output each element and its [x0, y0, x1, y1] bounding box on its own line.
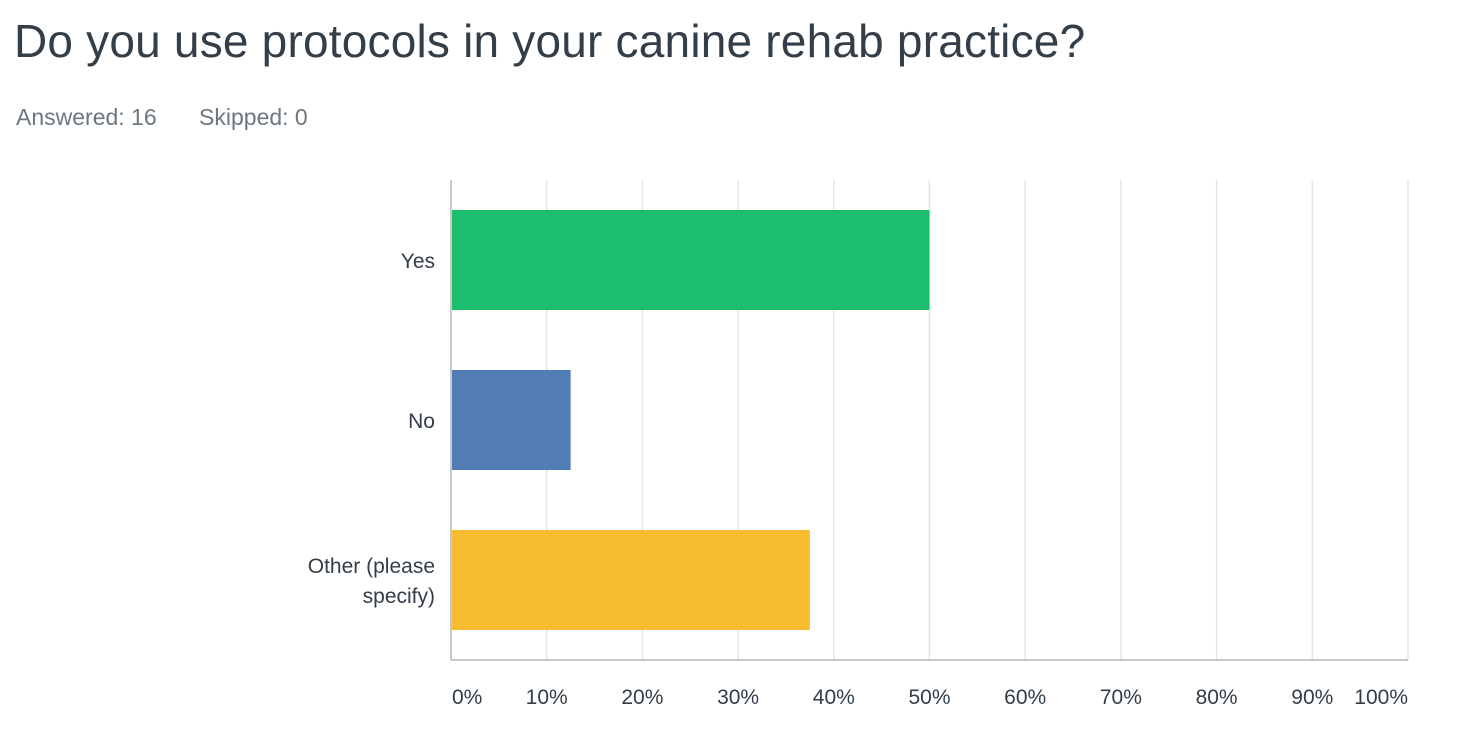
bar	[452, 210, 930, 310]
category-label: No	[408, 410, 435, 433]
tick-label: 40%	[813, 686, 855, 709]
skipped-count: Skipped: 0	[199, 104, 308, 130]
category-label: Yes	[401, 250, 435, 273]
bar	[452, 530, 810, 630]
tick-label: 30%	[717, 686, 759, 709]
tick-labels: 0% 10% 20% 30% 40% 50% 60% 70% 80% 90% 100%	[452, 686, 1408, 709]
question-title: Do you use protocols in your canine reha…	[14, 15, 1086, 67]
category-label: specify)	[363, 585, 435, 608]
tick-label: 70%	[1100, 686, 1142, 709]
axes	[450, 180, 1408, 661]
tick-label: 0%	[452, 686, 482, 709]
tick-label: 60%	[1004, 686, 1046, 709]
tick-label: 10%	[526, 686, 568, 709]
answered-count: Answered: 16	[16, 104, 157, 130]
category-labels: Yes No Other (please specify)	[308, 250, 435, 608]
category-label: Other (please	[308, 555, 435, 578]
tick-label: 90%	[1291, 686, 1333, 709]
response-stats: Answered: 16 Skipped: 0	[16, 104, 344, 131]
tick-label: 100%	[1354, 686, 1408, 709]
tick-label: 50%	[908, 686, 950, 709]
tick-label: 20%	[621, 686, 663, 709]
bar	[452, 370, 571, 470]
tick-label: 80%	[1196, 686, 1238, 709]
bars	[452, 210, 930, 630]
